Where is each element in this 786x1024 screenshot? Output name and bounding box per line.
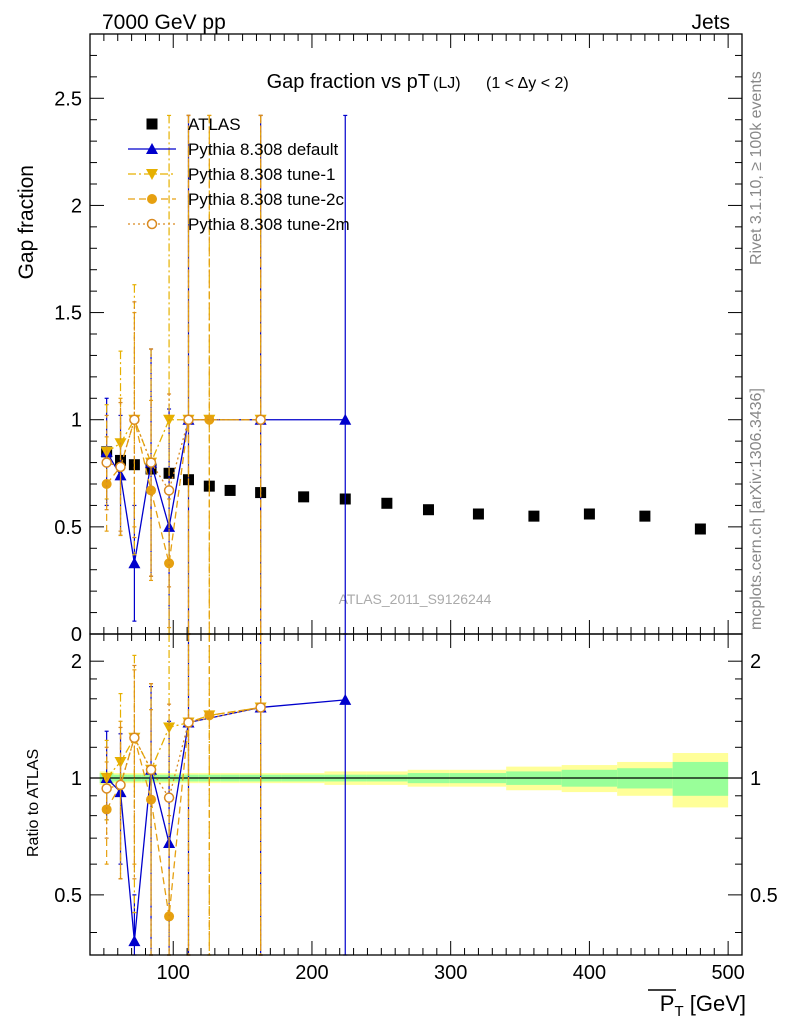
main-point [639,510,651,522]
legend-item: Pythia 8.308 default [128,140,339,159]
main-panel-content [100,114,706,635]
legend-marker [146,143,158,154]
main-point [422,504,434,516]
ratio-point [339,693,352,705]
ratio-point [183,717,194,728]
legend-label: ATLAS [188,115,241,134]
x-axis-label-t: T [674,1003,683,1020]
ratio-point [163,722,176,734]
main-point [164,558,175,569]
main-point [115,461,126,473]
main-point [101,479,112,489]
legend-marker [147,194,157,204]
main-y-tick-label: 0.5 [54,517,82,539]
watermark: ATLAS_2011_S9126244 [339,591,492,607]
main-y-tick-label: 0 [71,624,82,646]
main-point [339,413,352,425]
axes-frames: 0 0.5 1 1.5 2 2.5 100 200 300 400 500 0.5 0.5 1 1 2 2 [54,33,778,984]
ratio-series-3 [101,633,266,956]
main-point [381,497,393,509]
ratio-series-line [106,706,261,917]
ratio-point [255,702,266,713]
ratio-y-tick-label-right: 0.5 [750,885,778,907]
main-point [183,414,194,425]
legend-label: Pythia 8.308 tune-2m [188,215,350,234]
ratio-point [101,783,112,794]
main-point [224,484,236,496]
band-inner [672,761,729,796]
legend-item: Pythia 8.308 tune-1 [128,165,335,184]
ratio-point [129,732,140,743]
legend-item: Pythia 8.308 tune-2c [128,190,344,209]
ratio-point [163,792,175,803]
x-tick-label: 200 [295,962,328,984]
ratio-y-tick-label: 0.5 [54,885,82,907]
rivet-label: Rivet 3.1.10, ≥ 100k events [748,71,765,265]
ratio-y-tick-label: 1 [71,768,82,790]
main-point [129,414,140,425]
main-point [298,491,310,503]
ratio-panel-content [100,633,352,956]
ratio-point [145,764,157,776]
main-ylabel: Gap fraction [15,165,38,279]
main-point [694,523,706,535]
main-y-tick-label: 2 [71,195,82,217]
main-series-4 [101,114,266,635]
ratio-y-tick-label: 2 [71,651,82,673]
x-tick-label: 400 [573,962,606,984]
x-tick-label: 500 [711,962,744,984]
mcplots-label: mcplots.cern.ch [arXiv:1306.3436] [748,388,765,630]
legend: ATLAS Pythia 8.308 default Pythia 8.308 tu… [128,115,350,234]
main-y-tick-label: 1.5 [54,303,82,325]
legend-item: Pythia 8.308 tune-2m [128,215,350,234]
x-axis-label: PT [GeV] [660,991,746,1020]
main-title-sub: (LJ) [433,75,461,92]
main-point [528,510,540,522]
main-point [128,557,141,569]
x-tick-label: 100 [157,962,190,984]
legend-label: Pythia 8.308 default [188,140,339,159]
ratio-point [128,935,141,947]
main-y-tick-label: 2.5 [54,88,82,110]
x-axis-label-p: P [660,991,675,1016]
ratio-ylabel: Ratio to ATLAS [25,749,42,857]
legend-marker [146,118,158,130]
ratio-series-line [106,706,261,779]
main-point [163,485,175,496]
main-point [472,508,484,520]
legend-label: Pythia 8.308 tune-1 [188,165,335,184]
main-title-cond: (1 < Δy < 2) [486,75,569,92]
legend-marker [146,218,158,230]
ratio-point [101,804,112,815]
main-point [583,508,595,520]
main-point [145,457,157,468]
header-right: Jets [691,11,730,34]
legend-item: ATLAS [146,115,241,134]
main-series-line [106,417,261,564]
x-axis-label-unit: [GeV] [684,991,746,1016]
ratio-frame [89,633,743,956]
legend-label: Pythia 8.308 tune-2c [188,190,344,209]
ratio-point [164,911,175,922]
main-y-tick-label: 1 [71,410,82,432]
legend-marker [146,169,158,180]
main-point [101,457,112,468]
x-tick-label: 300 [434,962,467,984]
ratio-y-tick-label-right: 2 [750,651,761,673]
ratio-y-tick-label-right: 1 [750,768,761,790]
main-title: Gap fraction vs pT [267,71,430,93]
ratio-point [204,710,215,721]
header-left: 7000 GeV pp [102,11,226,34]
main-point [255,414,266,425]
ratio-point [115,779,126,791]
